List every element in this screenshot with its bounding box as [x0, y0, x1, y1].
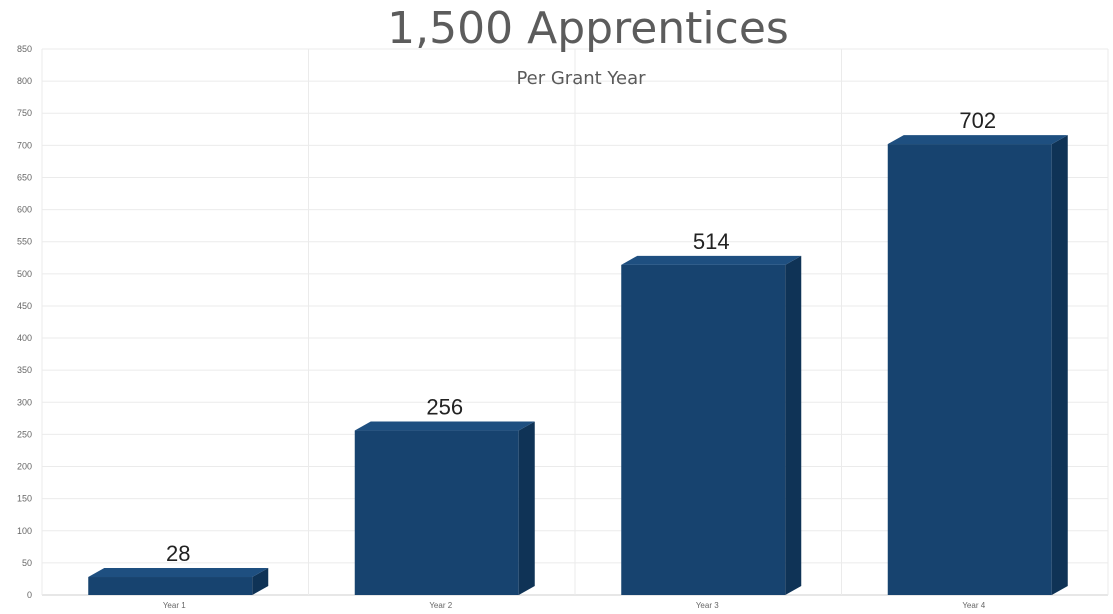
x-tick-label: Year 2 — [429, 601, 452, 610]
bar-front — [88, 577, 253, 595]
data-label-4: 702 — [959, 108, 996, 133]
y-tick-label: 50 — [22, 558, 32, 568]
chart-subtitle: Per Grant Year — [516, 68, 646, 89]
y-tick-label: 450 — [17, 301, 32, 311]
y-tick-label: 250 — [17, 429, 32, 439]
y-tick-label: 350 — [17, 365, 32, 375]
x-tick-label: Year 4 — [962, 601, 985, 610]
data-label-3: 514 — [693, 229, 730, 254]
bar-top-face — [88, 568, 269, 578]
x-tick-label: Year 3 — [696, 601, 719, 610]
bar-side-face — [1051, 135, 1068, 595]
bar-1 — [88, 568, 269, 595]
y-tick-label: 150 — [17, 494, 32, 504]
bar-side-face — [785, 255, 802, 596]
y-tick-label: 700 — [17, 140, 32, 150]
bar-4 — [887, 135, 1068, 595]
data-label-1: 28 — [166, 541, 190, 566]
chart-title: 1,500 Apprentices — [387, 3, 789, 54]
y-tick-label: 750 — [17, 108, 32, 118]
bar-front — [621, 264, 786, 595]
bar-2 — [354, 421, 535, 595]
bar-top-face — [354, 421, 535, 431]
y-tick-label: 100 — [17, 526, 32, 536]
bar-front — [354, 430, 519, 595]
labels-layer: 28 Year 1 256 Year 2 514 Year 3 702 Year 4 — [163, 108, 996, 610]
y-tick-label: 200 — [17, 462, 32, 472]
bars-layer — [88, 135, 1068, 596]
y-tick-label: 0 — [27, 590, 32, 600]
data-label-2: 256 — [426, 395, 463, 420]
y-tick-label: 550 — [17, 237, 32, 247]
bar-top-face — [621, 255, 802, 265]
y-tick-label: 600 — [17, 205, 32, 215]
y-tick-label: 400 — [17, 333, 32, 343]
y-tick-label: 800 — [17, 76, 32, 86]
bar-side-face — [518, 421, 535, 595]
bar-top-face — [887, 135, 1068, 145]
y-tick-label: 650 — [17, 172, 32, 182]
grid-layer: 0 50 100 150 200 250 300 350 400 450 500 550 600 650 7… — [17, 44, 1109, 600]
y-tick-label: 300 — [17, 397, 32, 407]
bar-front — [887, 144, 1052, 595]
bar-side-face — [252, 568, 269, 595]
bar-3 — [621, 255, 802, 596]
x-tick-label: Year 1 — [163, 601, 186, 610]
y-tick-label: 850 — [17, 44, 32, 54]
y-tick-label: 500 — [17, 269, 32, 279]
